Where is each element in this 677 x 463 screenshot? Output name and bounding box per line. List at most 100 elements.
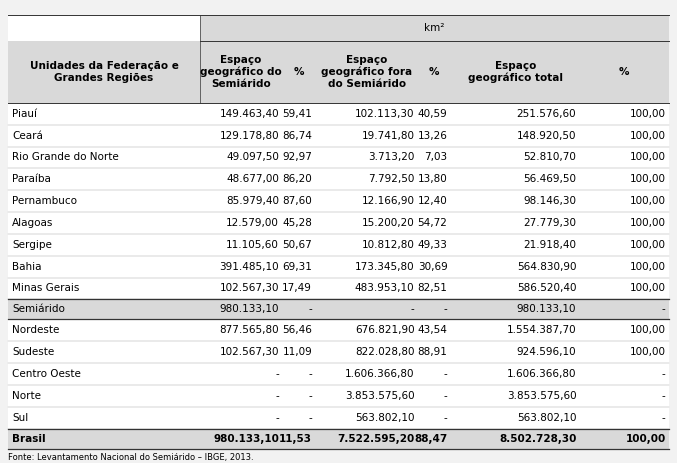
Text: Fonte: Levantamento Nacional do Semiárido – IBGE, 2013.: Fonte: Levantamento Nacional do Semiárid… — [8, 453, 254, 462]
Text: Semiárido: Semiárido — [12, 305, 65, 314]
Text: 586.520,40: 586.520,40 — [517, 283, 576, 294]
Text: 100,00: 100,00 — [630, 283, 665, 294]
Bar — [8, 429, 669, 449]
Text: 40,59: 40,59 — [418, 109, 447, 119]
Text: 100,00: 100,00 — [626, 434, 665, 444]
Text: 12.166,90: 12.166,90 — [362, 196, 414, 206]
Text: %: % — [619, 67, 630, 77]
Text: -: - — [308, 369, 312, 379]
Text: 50,67: 50,67 — [282, 240, 312, 250]
Text: 251.576,60: 251.576,60 — [517, 109, 576, 119]
Text: 11,09: 11,09 — [282, 347, 312, 357]
Text: Alagoas: Alagoas — [12, 218, 53, 228]
Text: 100,00: 100,00 — [630, 347, 665, 357]
Text: 59,41: 59,41 — [282, 109, 312, 119]
Text: -: - — [308, 305, 312, 314]
Text: 13,26: 13,26 — [418, 131, 447, 141]
Text: 3.713,20: 3.713,20 — [368, 152, 414, 163]
Text: 13,80: 13,80 — [418, 174, 447, 184]
Text: 52.810,70: 52.810,70 — [523, 152, 576, 163]
Text: 980.133,10: 980.133,10 — [517, 305, 576, 314]
Text: 100,00: 100,00 — [630, 109, 665, 119]
Text: 48.677,00: 48.677,00 — [226, 174, 279, 184]
Text: 27.779,30: 27.779,30 — [523, 218, 576, 228]
Text: -: - — [443, 369, 447, 379]
Text: Ceará: Ceará — [12, 131, 43, 141]
Text: 173.345,80: 173.345,80 — [355, 262, 414, 272]
Text: 1.606.366,80: 1.606.366,80 — [507, 369, 576, 379]
Text: 100,00: 100,00 — [630, 174, 665, 184]
Text: -: - — [443, 305, 447, 314]
Text: 15.200,20: 15.200,20 — [362, 218, 414, 228]
Text: 88,91: 88,91 — [418, 347, 447, 357]
Text: -: - — [411, 305, 414, 314]
Text: 7,03: 7,03 — [424, 152, 447, 163]
Text: -: - — [276, 391, 279, 401]
Text: 49,33: 49,33 — [418, 240, 447, 250]
Text: 8.502.728,30: 8.502.728,30 — [499, 434, 576, 444]
Text: 3.853.575,60: 3.853.575,60 — [345, 391, 414, 401]
Text: 56,46: 56,46 — [282, 325, 312, 335]
Bar — [8, 41, 669, 103]
Text: 102.567,30: 102.567,30 — [219, 283, 279, 294]
Text: %: % — [429, 67, 439, 77]
Text: 19.741,80: 19.741,80 — [362, 131, 414, 141]
Text: 980.133,10: 980.133,10 — [219, 305, 279, 314]
Text: Piauí: Piauí — [12, 109, 37, 119]
Text: 86,20: 86,20 — [282, 174, 312, 184]
Text: Bahia: Bahia — [12, 262, 42, 272]
Text: Rio Grande do Norte: Rio Grande do Norte — [12, 152, 119, 163]
Text: 100,00: 100,00 — [630, 218, 665, 228]
Text: 822.028,80: 822.028,80 — [355, 347, 414, 357]
Text: 563.802,10: 563.802,10 — [355, 413, 414, 423]
Text: 92,97: 92,97 — [282, 152, 312, 163]
Text: Centro Oeste: Centro Oeste — [12, 369, 81, 379]
Text: Sudeste: Sudeste — [12, 347, 54, 357]
Bar — [200, 15, 669, 41]
Text: 88,47: 88,47 — [414, 434, 447, 444]
Text: %: % — [294, 67, 304, 77]
Text: 676.821,90: 676.821,90 — [355, 325, 414, 335]
Text: 56.469,50: 56.469,50 — [523, 174, 576, 184]
Text: 391.485,10: 391.485,10 — [219, 262, 279, 272]
Text: 12.579,00: 12.579,00 — [226, 218, 279, 228]
Text: 98.146,30: 98.146,30 — [523, 196, 576, 206]
Text: -: - — [308, 391, 312, 401]
Text: 30,69: 30,69 — [418, 262, 447, 272]
Text: Sul: Sul — [12, 413, 28, 423]
Text: 82,51: 82,51 — [418, 283, 447, 294]
Text: 102.567,30: 102.567,30 — [219, 347, 279, 357]
Text: 148.920,50: 148.920,50 — [517, 131, 576, 141]
Text: -: - — [662, 369, 665, 379]
Text: 12,40: 12,40 — [418, 196, 447, 206]
Text: Minas Gerais: Minas Gerais — [12, 283, 80, 294]
Text: -: - — [662, 305, 665, 314]
Text: 1.554.387,70: 1.554.387,70 — [507, 325, 576, 335]
Text: 100,00: 100,00 — [630, 152, 665, 163]
Text: 483.953,10: 483.953,10 — [355, 283, 414, 294]
Text: 45,28: 45,28 — [282, 218, 312, 228]
Text: 43,54: 43,54 — [418, 325, 447, 335]
Text: Unidades da Federação e
Grandes Regiões: Unidades da Federação e Grandes Regiões — [30, 61, 178, 83]
Text: -: - — [276, 413, 279, 423]
Text: 102.113,30: 102.113,30 — [355, 109, 414, 119]
Text: km²: km² — [424, 23, 445, 33]
Text: -: - — [308, 413, 312, 423]
Text: 21.918,40: 21.918,40 — [523, 240, 576, 250]
Text: 10.812,80: 10.812,80 — [362, 240, 414, 250]
Text: -: - — [662, 413, 665, 423]
Text: 87,60: 87,60 — [282, 196, 312, 206]
Text: 100,00: 100,00 — [630, 196, 665, 206]
Text: 564.830,90: 564.830,90 — [517, 262, 576, 272]
Text: 11,53: 11,53 — [279, 434, 312, 444]
Text: 877.565,80: 877.565,80 — [219, 325, 279, 335]
Text: Nordeste: Nordeste — [12, 325, 60, 335]
Text: 129.178,80: 129.178,80 — [219, 131, 279, 141]
Text: 563.802,10: 563.802,10 — [517, 413, 576, 423]
Text: -: - — [662, 391, 665, 401]
Text: 100,00: 100,00 — [630, 131, 665, 141]
Text: -: - — [443, 391, 447, 401]
Text: Espaço
geográfico total: Espaço geográfico total — [468, 61, 563, 83]
Text: 1.606.366,80: 1.606.366,80 — [345, 369, 414, 379]
Text: Norte: Norte — [12, 391, 41, 401]
